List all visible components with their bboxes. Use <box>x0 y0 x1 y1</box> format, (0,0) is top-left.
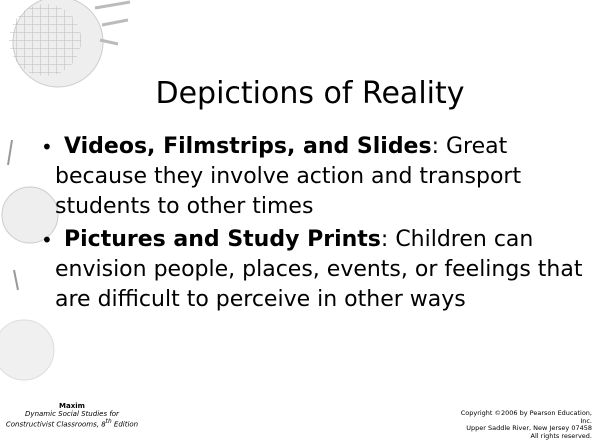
footer-left: Maxim Dynamic Social Studies for Constru… <box>2 402 142 428</box>
footer-edition: Edition <box>114 420 138 428</box>
bullet-lead: Videos, Filmstrips, and Slides <box>55 134 432 159</box>
bullet-lead: Pictures and Study Prints <box>55 227 381 252</box>
footer-superscript: th <box>106 419 112 425</box>
slide-title: Depictions of Reality <box>100 76 520 111</box>
balloon <box>0 320 54 380</box>
bullet-item: Videos, Filmstrips, and Slides: Great be… <box>55 132 590 222</box>
bullet-colon: : <box>432 134 439 159</box>
footer-line: Copyright ©2006 by Pearson Education, <box>461 410 592 418</box>
slide: Depictions of Reality Videos, Filmstrips… <box>0 0 600 445</box>
footer-line: All rights reserved. <box>461 433 592 441</box>
footer-right: Copyright ©2006 by Pearson Education,Inc… <box>461 410 592 440</box>
bullet-colon: : <box>381 227 388 252</box>
balloon-grid <box>9 4 81 76</box>
bullet-list: Videos, Filmstrips, and Slides: Great be… <box>55 132 590 318</box>
footer-author: Maxim <box>2 402 142 410</box>
bullet-item: Pictures and Study Prints: Children can … <box>55 225 590 315</box>
footer-book: Dynamic Social Studies for Constructivis… <box>6 410 119 428</box>
